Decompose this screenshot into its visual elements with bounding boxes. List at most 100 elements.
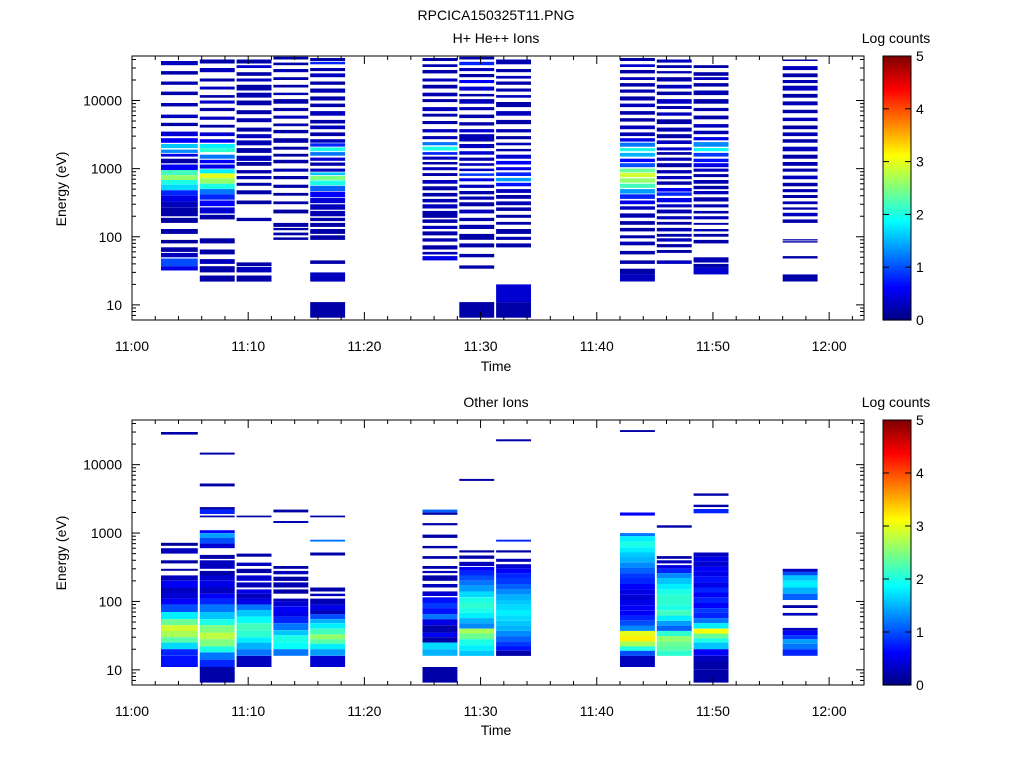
heatmap-cell: [310, 180, 346, 186]
colorbar-swatch: [883, 645, 911, 649]
heatmap-cell: [693, 77, 729, 80]
colorbar-swatch: [883, 512, 911, 516]
x-tick-label: 12:00: [812, 338, 847, 354]
colorbar-swatch: [883, 433, 911, 437]
colorbar-swatch: [883, 470, 911, 474]
colorbar-swatch: [883, 597, 911, 601]
heatmap-cell: [459, 68, 495, 72]
data-column: [496, 59, 531, 318]
colorbar-swatch: [883, 87, 911, 91]
heatmap-cell: [496, 641, 531, 647]
heatmap-cell: [656, 209, 692, 214]
heatmap-cell: [199, 612, 235, 620]
heatmap-cell: [620, 250, 655, 255]
colorbar-swatch: [883, 488, 911, 493]
heatmap-cell: [199, 178, 235, 184]
colorbar-swatch: [883, 541, 911, 546]
heatmap-cell: [310, 168, 346, 172]
colorbar-swatch: [883, 254, 911, 258]
colorbar-swatch: [883, 613, 911, 617]
heatmap-cell: [656, 181, 692, 185]
heatmap-cell: [422, 136, 458, 140]
heatmap-cell: [693, 638, 729, 643]
heatmap-cell: [199, 580, 235, 588]
heatmap-cell: [161, 217, 198, 223]
heatmap-cell: [459, 561, 495, 566]
colorbar-swatch: [883, 293, 911, 297]
heatmap-cell: [693, 115, 729, 120]
heatmap-cell: [273, 123, 309, 127]
data-column: [161, 61, 198, 271]
heatmap-cell: [310, 68, 346, 72]
heatmap-cell: [693, 197, 729, 202]
colorbar-swatch: [883, 143, 911, 147]
heatmap-cell: [459, 550, 495, 553]
heatmap-cell: [496, 142, 531, 146]
heatmap-cell: [199, 667, 235, 683]
heatmap-cell: [161, 144, 198, 149]
heatmap-cell: [459, 184, 495, 188]
heatmap-cell: [656, 157, 692, 161]
heatmap-cell: [620, 178, 655, 183]
figure-title: RPCICA150325T11.PNG: [418, 7, 575, 23]
heatmap-cell: [459, 122, 495, 126]
heatmap-cell: [310, 147, 346, 152]
colorbar-swatch: [883, 92, 911, 97]
heatmap-cell: [620, 268, 655, 275]
heatmap-cell: [656, 631, 692, 637]
heatmap-cell: [496, 600, 531, 605]
colorbar-swatch: [883, 531, 911, 535]
colorbar-swatch: [883, 317, 911, 321]
panel-1-title: H+ He++ Ions: [453, 30, 540, 46]
colorbar-swatch: [883, 261, 911, 266]
heatmap-cell: [310, 515, 346, 518]
heatmap-cell: [620, 70, 655, 74]
heatmap-cell: [273, 184, 309, 188]
colorbar-tick-label: 4: [916, 465, 924, 481]
heatmap-cell: [273, 576, 309, 581]
heatmap-cell: [496, 636, 531, 642]
heatmap-cell: [273, 168, 309, 172]
heatmap-cell: [620, 118, 655, 122]
heatmap-cell: [782, 175, 818, 180]
panel-2-y-axis-label: Energy (eV): [53, 516, 69, 591]
heatmap-cell: [656, 233, 692, 237]
heatmap-cell: [459, 168, 495, 172]
colorbar-swatch: [883, 552, 911, 556]
heatmap-cell: [496, 167, 531, 171]
heatmap-cell: [422, 180, 458, 184]
colorbar-swatch: [883, 95, 911, 99]
colorbar-swatch: [883, 312, 911, 316]
colorbar-frame: [882, 419, 912, 686]
heatmap-cell: [236, 200, 272, 205]
heatmap-cell: [236, 623, 272, 631]
heatmap-cell: [236, 155, 272, 161]
colorbar-swatch: [883, 438, 911, 442]
heatmap-cell: [656, 71, 692, 74]
heatmap-cell: [620, 430, 655, 432]
heatmap-cell: [161, 180, 198, 185]
heatmap-cell: [273, 582, 309, 588]
heatmap-cell: [273, 612, 309, 617]
heatmap-cell: [782, 139, 818, 143]
heatmap-cell: [496, 243, 531, 248]
colorbar-swatch: [883, 454, 911, 458]
heatmap-cell: [236, 176, 272, 180]
colorbar-swatch: [883, 639, 911, 644]
heatmap-cell: [310, 73, 346, 78]
colorbar-swatch: [883, 288, 911, 292]
heatmap-cell: [236, 170, 272, 174]
heatmap-cell: [459, 114, 495, 119]
heatmap-cell: [656, 59, 692, 63]
colorbar-swatch: [883, 61, 911, 65]
heatmap-cell: [422, 186, 458, 191]
colorbar-swatch: [883, 563, 911, 567]
heatmap-cell: [620, 274, 655, 282]
heatmap-cell: [422, 210, 458, 218]
heatmap-cell: [422, 152, 458, 155]
heatmap-cell: [199, 646, 235, 653]
heatmap-cell: [161, 575, 198, 581]
heatmap-cell: [459, 56, 495, 60]
colorbar-swatch: [883, 77, 911, 81]
heatmap-cell: [496, 584, 531, 590]
